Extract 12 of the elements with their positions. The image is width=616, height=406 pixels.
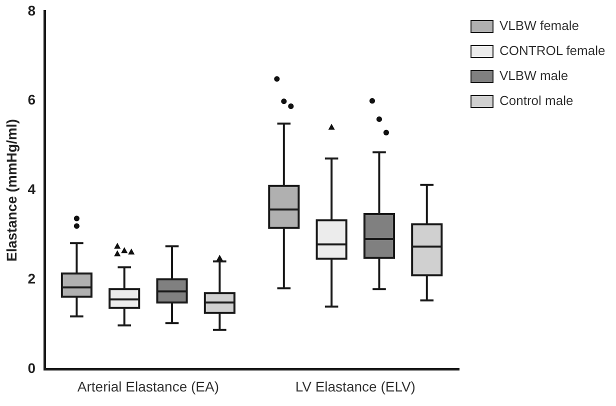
legend-label: VLBW male (500, 68, 568, 84)
x-tick-label: LV Elastance (ELV) (295, 378, 416, 394)
y-tick-label: 4 (28, 181, 36, 198)
y-tick-label: 2 (28, 270, 36, 287)
y-tick-label: 0 (28, 360, 36, 376)
legend-label: Control male (500, 93, 574, 108)
y-tick-label: 8 (28, 2, 36, 18)
legend-label: VLBW female (500, 18, 579, 34)
y-axis-title: Elastance (mmHg/ml) (3, 119, 20, 262)
y-tick-label: 6 (28, 92, 36, 108)
x-tick-label: Arterial Elastance (EA) (77, 378, 219, 394)
legend-label: CONTROL female (500, 43, 606, 58)
